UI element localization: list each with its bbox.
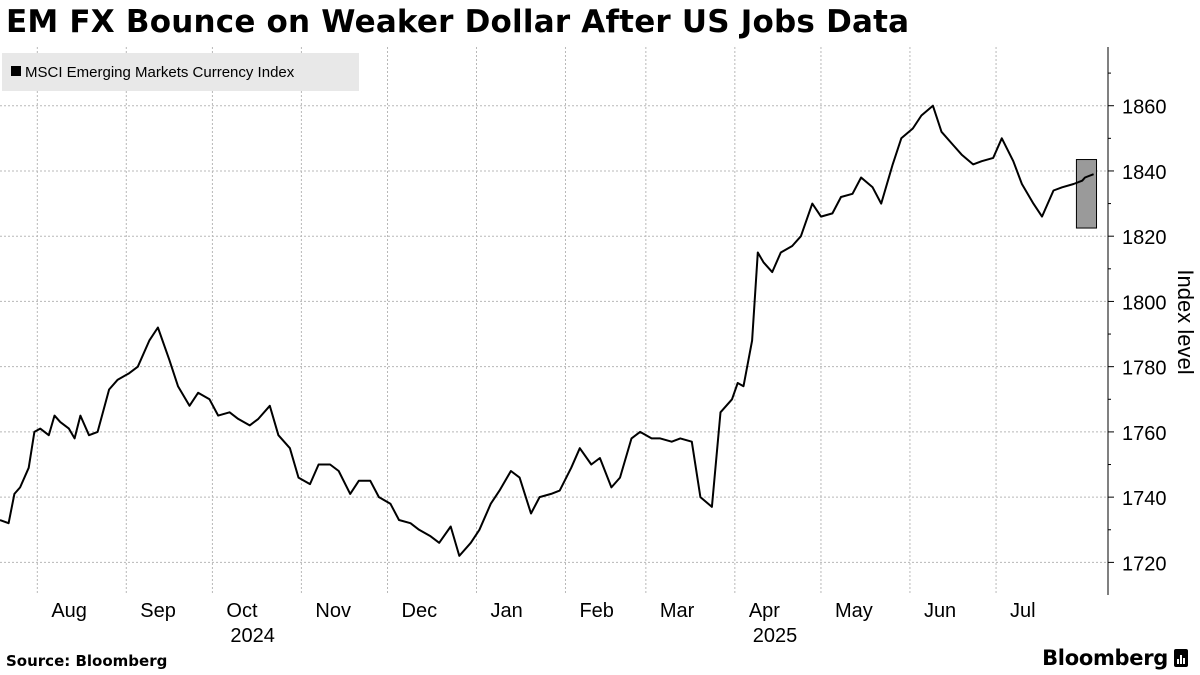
x-tick-label: Aug [51, 600, 87, 622]
x-tick-label: Sep [140, 600, 176, 622]
y-tick-label: 1820 [1122, 227, 1167, 249]
x-tick-label: Nov [315, 600, 351, 622]
brand-name: Bloomberg [1042, 646, 1168, 670]
legend-swatch [11, 66, 21, 76]
y-axis-label: Index level [1173, 269, 1198, 374]
series-line [0, 104, 1094, 557]
x-tick-label: Oct [226, 600, 258, 622]
legend-label: MSCI Emerging Markets Currency Index [25, 64, 295, 81]
y-ticks: 1720 1740 1760 1780 1800 1820 1840 1860 [1108, 72, 1167, 575]
x-tick-label: Feb [579, 600, 613, 622]
x-tick-label: Mar [660, 600, 695, 622]
x-tick-label: Dec [402, 600, 438, 622]
x-tick-label: Jan [490, 600, 522, 622]
y-tick-label: 1720 [1122, 553, 1167, 575]
y-tick-label: 1800 [1122, 292, 1167, 314]
brand-chart-icon [1174, 649, 1188, 667]
y-tick-label: 1760 [1122, 423, 1167, 445]
x-tick-label: Apr [749, 600, 780, 622]
legend-background [2, 53, 359, 91]
x-year-label: 2024 [230, 625, 275, 647]
x-tick-label: Jun [924, 600, 956, 622]
highlight-box [1075, 159, 1098, 229]
x-tick-label: May [835, 600, 873, 622]
grid-lines [0, 47, 1108, 595]
y-tick-label: 1840 [1122, 162, 1167, 184]
brand-logo: Bloomberg [1042, 646, 1188, 670]
x-ticks: Aug Sep Oct Nov Dec Jan Feb Mar Apr May Jun Jul 2024… [51, 600, 1035, 647]
x-year-label: 2025 [753, 625, 798, 647]
x-tick-label: Jul [1010, 600, 1036, 622]
source-note: Source: Bloomberg [6, 652, 168, 670]
legend: MSCI Emerging Markets Currency Index [2, 53, 359, 91]
y-tick-label: 1740 [1122, 488, 1167, 510]
y-tick-label: 1860 [1122, 97, 1167, 119]
chart-title: EM FX Bounce on Weaker Dollar After US J… [6, 4, 910, 40]
y-tick-label: 1780 [1122, 358, 1167, 380]
